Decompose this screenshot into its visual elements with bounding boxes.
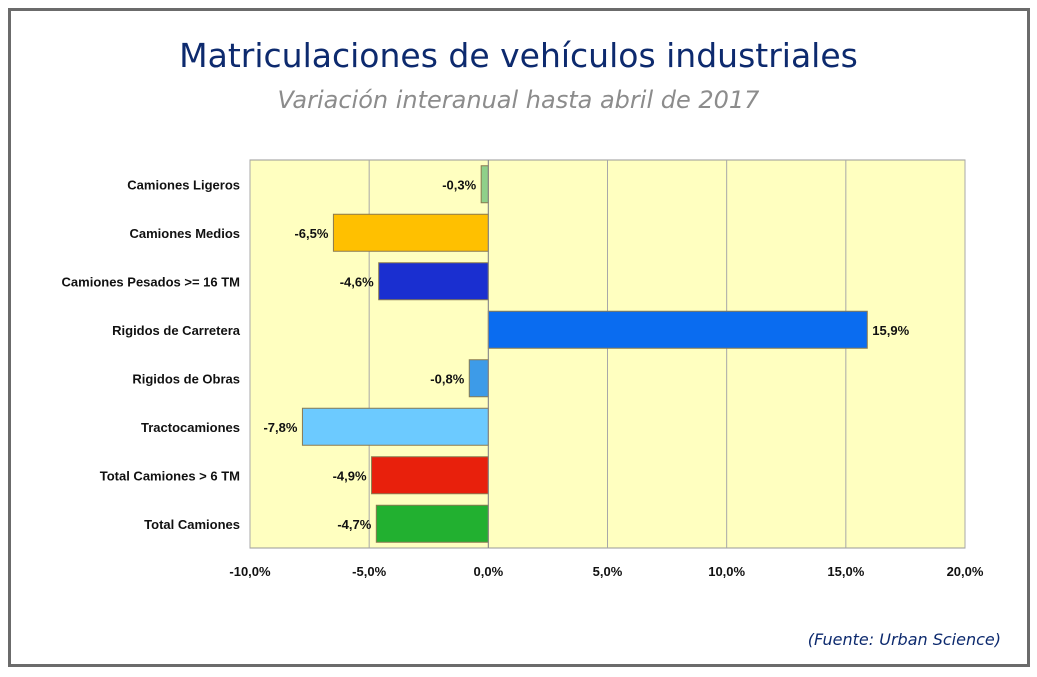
category-label: Camiones Ligeros (127, 177, 240, 192)
category-label: Total Camiones (144, 517, 240, 532)
data-label: -0,3% (442, 177, 476, 192)
source-note: (Fuente: Urban Science) (807, 630, 1001, 649)
chart-subtitle: Variación interanual hasta abril de 2017 (277, 86, 760, 114)
bar (371, 456, 489, 495)
chart-frame (8, 8, 1030, 667)
category-label: Rigidos de Obras (132, 371, 240, 386)
category-label: Camiones Medios (129, 226, 240, 241)
chart-title: Matriculaciones de vehículos industriale… (179, 36, 858, 75)
bar (468, 359, 489, 398)
bar (487, 310, 868, 349)
category-label: Total Camiones > 6 TM (100, 468, 240, 483)
category-label: Camiones Pesados >= 16 TM (62, 274, 240, 289)
data-label: -0,8% (430, 371, 464, 386)
x-tick-label: 15,0% (827, 564, 864, 579)
x-tick-label: 5,0% (593, 564, 623, 579)
data-label: 15,9% (872, 323, 909, 338)
data-label: -4,6% (340, 274, 374, 289)
data-label: -6,5% (294, 226, 328, 241)
bar (301, 407, 489, 446)
category-label: Tractocamiones (141, 420, 240, 435)
category-label: Rigidos de Carretera (112, 323, 241, 338)
x-tick-label: 20,0% (947, 564, 984, 579)
data-label: -7,8% (263, 420, 297, 435)
x-tick-label: 0,0% (474, 564, 504, 579)
bar (480, 165, 489, 204)
data-label: -4,7% (337, 517, 371, 532)
bar (378, 262, 489, 301)
x-tick-label: -10,0% (229, 564, 271, 579)
x-tick-label: -5,0% (352, 564, 386, 579)
bar (375, 504, 489, 543)
x-tick-label: 10,0% (708, 564, 745, 579)
data-label: -4,9% (333, 468, 367, 483)
bar (332, 213, 489, 252)
